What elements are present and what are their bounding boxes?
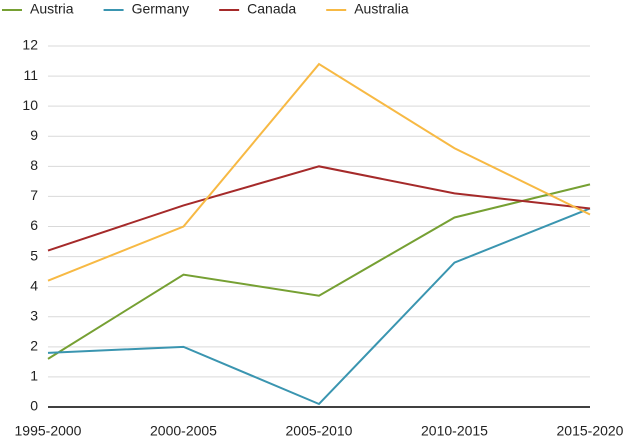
legend-label: Canada (247, 1, 296, 17)
y-tick-label: 7 (30, 187, 38, 203)
x-tick-label: 2015-2020 (557, 423, 624, 439)
legend-label: Germany (132, 1, 190, 17)
series-line (47, 62, 591, 282)
y-tick-label: 11 (23, 67, 38, 83)
x-tick-label: 2005-2010 (286, 423, 353, 439)
legend-label: Austria (30, 1, 74, 17)
x-tick-label: 1995-2000 (15, 423, 82, 439)
series-line (47, 183, 591, 360)
series-line (47, 165, 591, 252)
y-tick-label: 2 (30, 338, 38, 354)
y-tick-label: 6 (30, 217, 38, 233)
y-tick-label: 0 (30, 398, 38, 414)
y-tick-label: 8 (30, 157, 38, 173)
x-tick-label: 2000-2005 (150, 423, 217, 439)
y-tick-label: 1 (30, 368, 38, 384)
y-tick-label: 9 (30, 127, 38, 143)
legend-label: Australia (354, 1, 409, 17)
series-line (47, 207, 591, 406)
y-tick-label: 10 (22, 97, 38, 113)
x-tick-label: 2010-2015 (421, 423, 488, 439)
y-tick-label: 4 (30, 277, 38, 293)
y-tick-label: 3 (30, 307, 38, 323)
y-tick-label: 12 (22, 37, 38, 53)
y-tick-label: 5 (30, 247, 38, 263)
